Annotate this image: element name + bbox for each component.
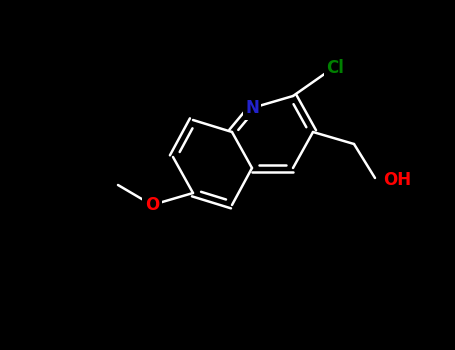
Text: Cl: Cl <box>326 59 344 77</box>
Text: O: O <box>145 196 159 214</box>
Text: OH: OH <box>383 171 411 189</box>
Text: N: N <box>245 99 259 117</box>
